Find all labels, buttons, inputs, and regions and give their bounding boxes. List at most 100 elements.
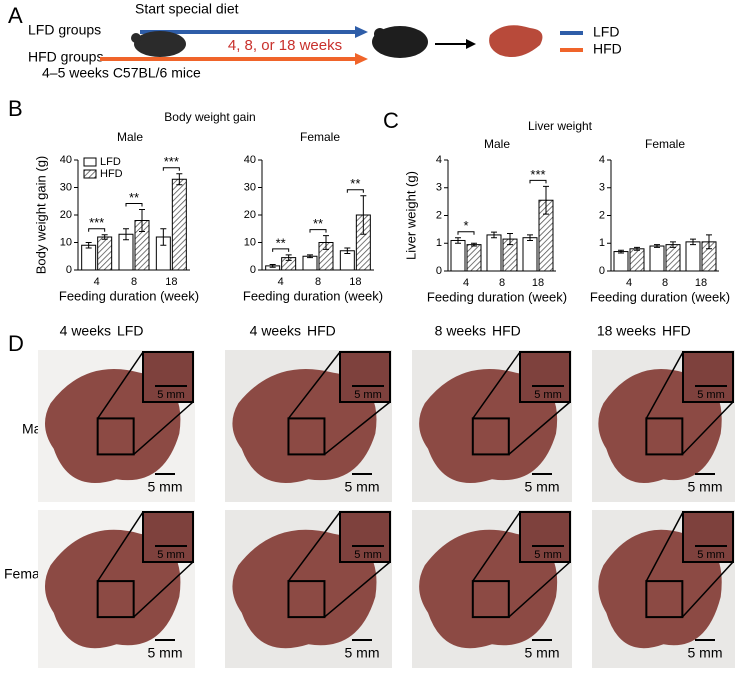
error-bar [85,242,92,249]
column-diet: HFD [492,323,521,339]
significance-bracket [529,179,547,184]
inset-scale-label: 5 mm [534,389,562,401]
zoom-line [681,561,734,618]
error-bar [471,242,477,247]
bar [685,241,701,272]
y-tick-label: 1 [599,237,605,249]
error-bar [543,185,549,215]
zoom-line [472,511,521,582]
y-tick-label: 0 [250,264,256,276]
y-tick-label: 3 [599,182,605,194]
x-tick-label: 18 [165,276,177,288]
zoom-line [97,511,144,582]
x-tick-label: 18 [695,277,707,289]
y-tick-label: 10 [60,236,72,248]
zoom-box [645,417,684,456]
significance-bracket [346,189,364,193]
inset-scale-label: 5 mm [534,549,562,561]
x-tick-label: 8 [131,276,137,288]
zoom-line [472,351,521,419]
group-label: HFD groups [28,49,103,65]
error-bar [307,254,313,259]
significance-bracket [125,203,143,207]
inset-scale-label: 5 mm [697,389,725,401]
inset-scale-label: 5 mm [697,549,725,561]
group-label: LFD groups [28,22,101,38]
arrow-head [466,39,476,49]
x-tick-label: 18 [532,277,544,289]
x-axis-label: Feeding duration (week) [59,288,199,303]
bar [302,255,318,271]
significance-bracket [309,229,327,233]
inset-scale-label: 5 mm [354,389,382,401]
error-bar [527,234,533,241]
arrow-head [355,53,368,65]
y-tick-label: 40 [60,154,72,166]
x-axis-label: Feeding duration (week) [427,289,567,304]
bar [81,244,97,271]
zoom-box [96,580,135,619]
mice-label: 4–5 weeks C57BL/6 mice [42,65,201,81]
inset [519,351,571,403]
panel-d: 4 weeks LFD 4 weeks HFD 8 weeks HFD 18 weeks HF… [4,323,735,668]
zoom-line [133,401,194,455]
error-bar [634,246,640,251]
column-weeks: 8 weeks [435,323,486,339]
error-bar [176,173,183,186]
significance-label: ** [129,190,139,205]
legend-swatch [83,169,97,179]
significance-label: * [463,218,468,233]
arrow-head [355,26,368,38]
bar [466,244,482,272]
significance-bracket [272,248,290,252]
error-bar [706,234,712,250]
significance-bracket [162,167,180,171]
scale-label: 5 mm [688,645,723,661]
error-bar [269,264,276,268]
bar [665,244,681,272]
chart-title: Male [117,130,143,144]
y-tick-label: 0 [66,264,72,276]
x-tick-label: 4 [626,277,632,289]
bar [649,245,665,272]
error-bar [491,231,497,239]
zoom-line [508,401,571,455]
legend-label: HFD [100,168,123,180]
column-weeks: 4 weeks [250,323,301,339]
x-axis-label: Feeding duration (week) [243,288,383,303]
column-diet: LFD [117,323,143,339]
liver-icon [489,25,543,58]
scale-label: 5 mm [345,479,380,495]
chart-title: Female [645,137,685,151]
legend-label: LFD [100,156,121,168]
x-tick-label: 4 [463,277,469,289]
legend-swatch [83,157,97,167]
y-tick-label: 40 [244,154,256,166]
x-tick-label: 8 [315,276,321,288]
significance-bracket [457,231,475,235]
error-bar [344,247,351,254]
bar [629,248,645,272]
significance-label: ** [276,235,286,250]
inset-scale-label: 5 mm [157,549,185,561]
y-tick-label: 30 [244,181,256,193]
error-bar [123,228,129,241]
significance-label: ** [350,176,360,191]
y-tick-label: 4 [599,154,605,166]
zoom-line [645,511,684,582]
x-tick-label: 18 [349,276,361,288]
bar [97,236,113,271]
inset [519,511,571,563]
bar [171,178,187,271]
inset [142,351,194,403]
column-diet: HFD [662,323,691,339]
error-bar [690,238,696,246]
inset [682,511,734,563]
significance-label: ** [313,216,323,231]
scale-label: 5 mm [345,645,380,661]
panel-a: Start special diet LFD groups HFD groups… [28,1,622,81]
column-diet: HFD [307,323,336,339]
significance-label: *** [164,154,179,169]
